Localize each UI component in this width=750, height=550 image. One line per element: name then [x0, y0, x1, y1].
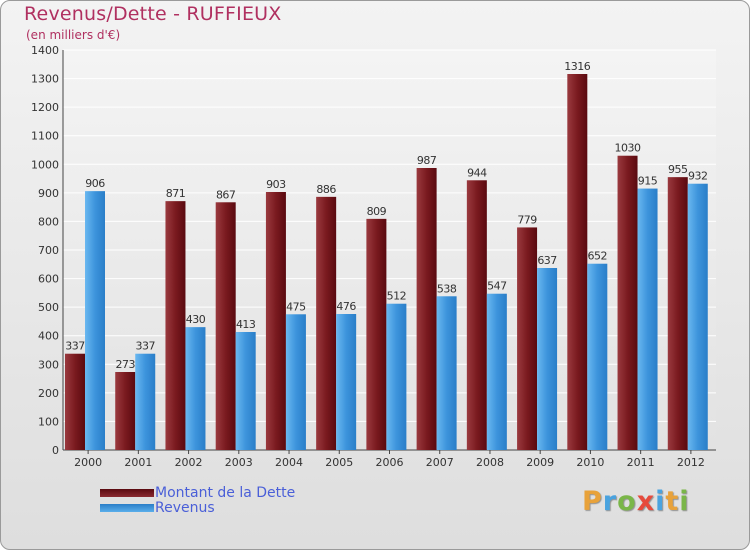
data-label-revenue: 915	[638, 175, 658, 188]
bar-revenue	[587, 263, 608, 450]
data-label-debt: 1030	[615, 142, 641, 155]
y-tick-label: 1400	[31, 44, 59, 57]
bar-revenue	[687, 183, 708, 450]
data-label-revenue: 906	[85, 177, 105, 190]
y-tick-label: 400	[38, 330, 59, 343]
x-tick-label: 2006	[376, 456, 404, 469]
bar-revenue	[235, 332, 256, 450]
data-label-revenue: 932	[688, 170, 708, 183]
bar-debt	[567, 74, 588, 450]
chart-subtitle: (en milliers d'€)	[26, 28, 121, 42]
y-tick-label: 500	[38, 301, 59, 314]
bar-revenue	[436, 296, 457, 450]
x-tick-label: 2001	[124, 456, 152, 469]
bar-revenue	[486, 293, 507, 450]
bar-debt	[115, 372, 136, 450]
y-tick-label: 700	[38, 244, 59, 257]
y-tick-label: 1000	[31, 158, 59, 171]
logo-letter: r	[602, 486, 618, 517]
x-tick-label: 2010	[576, 456, 604, 469]
legend-label-debt: Montant de la Dette	[155, 485, 296, 501]
bar-debt	[165, 201, 186, 450]
logo-letter: x	[636, 486, 656, 517]
data-label-debt: 987	[417, 154, 437, 167]
data-label-revenue: 637	[537, 254, 557, 267]
bar-debt	[366, 218, 387, 450]
data-label-debt: 903	[266, 178, 286, 191]
data-label-debt: 871	[166, 187, 186, 200]
bar-revenue	[386, 303, 407, 450]
legend-label-revenue: Revenus	[155, 500, 215, 516]
bar-debt	[466, 180, 487, 451]
x-tick-label: 2005	[325, 456, 353, 469]
y-tick-label: 1300	[31, 73, 59, 86]
data-label-debt: 867	[216, 188, 236, 201]
bar-revenue	[336, 314, 357, 450]
bar-debt	[65, 353, 85, 450]
bar-debt	[416, 168, 437, 450]
data-label-debt: 955	[668, 163, 688, 176]
bar-revenue	[135, 353, 156, 450]
chart-title: Revenus/Dette - RUFFIEUX	[24, 3, 282, 25]
x-tick-label: 2012	[677, 456, 705, 469]
x-tick-label: 2003	[225, 456, 253, 469]
y-tick-label: 300	[38, 358, 59, 371]
data-label-debt: 1316	[564, 60, 590, 73]
logo-letter: P	[582, 486, 603, 517]
logo-letter: o	[617, 486, 637, 517]
data-label-debt: 886	[316, 183, 336, 196]
legend-swatch-debt	[100, 489, 154, 497]
y-tick-label: 1200	[31, 101, 59, 114]
data-label-revenue: 476	[336, 300, 356, 313]
data-label-revenue: 512	[387, 290, 407, 303]
proxiti-logo: Proxiti	[582, 486, 690, 517]
x-tick-label: 2011	[627, 456, 655, 469]
data-label-debt: 779	[517, 213, 537, 226]
bar-debt	[215, 202, 236, 450]
bar-revenue	[537, 268, 558, 450]
data-label-revenue: 337	[135, 340, 155, 353]
x-tick-label: 2002	[175, 456, 203, 469]
legend-swatch-revenue	[100, 504, 154, 512]
bar-debt	[667, 177, 688, 450]
data-label-debt: 337	[65, 340, 85, 353]
bar-debt	[517, 227, 538, 450]
logo-letter: t	[665, 486, 680, 517]
y-tick-label: 0	[52, 444, 59, 457]
y-tick-label: 600	[38, 273, 59, 286]
data-label-revenue: 413	[236, 318, 256, 331]
y-tick-label: 900	[38, 187, 59, 200]
bar-debt	[265, 192, 286, 450]
bar-revenue	[85, 191, 105, 450]
bar-revenue	[285, 314, 306, 450]
y-tick-label: 800	[38, 215, 59, 228]
data-label-revenue: 538	[437, 282, 457, 295]
data-label-revenue: 475	[286, 300, 306, 313]
y-tick-label: 100	[38, 415, 59, 428]
data-label-debt: 273	[115, 358, 135, 371]
data-label-revenue: 430	[186, 313, 206, 326]
x-tick-label: 2008	[476, 456, 504, 469]
y-tick-label: 200	[38, 387, 59, 400]
bar-debt	[316, 196, 337, 450]
x-tick-label: 2007	[426, 456, 454, 469]
bar-debt	[617, 155, 638, 450]
data-label-debt: 944	[467, 166, 487, 179]
bar-revenue	[185, 327, 206, 450]
x-tick-label: 2000	[74, 456, 102, 469]
y-tick-label: 1100	[31, 130, 59, 143]
x-tick-label: 2009	[526, 456, 554, 469]
logo-letter: i	[655, 486, 666, 517]
logo-letter: i	[679, 486, 690, 517]
data-label-debt: 809	[367, 205, 387, 218]
bar-revenue	[637, 188, 658, 451]
data-label-revenue: 652	[588, 250, 608, 263]
data-label-revenue: 547	[487, 280, 507, 293]
x-tick-label: 2004	[275, 456, 303, 469]
